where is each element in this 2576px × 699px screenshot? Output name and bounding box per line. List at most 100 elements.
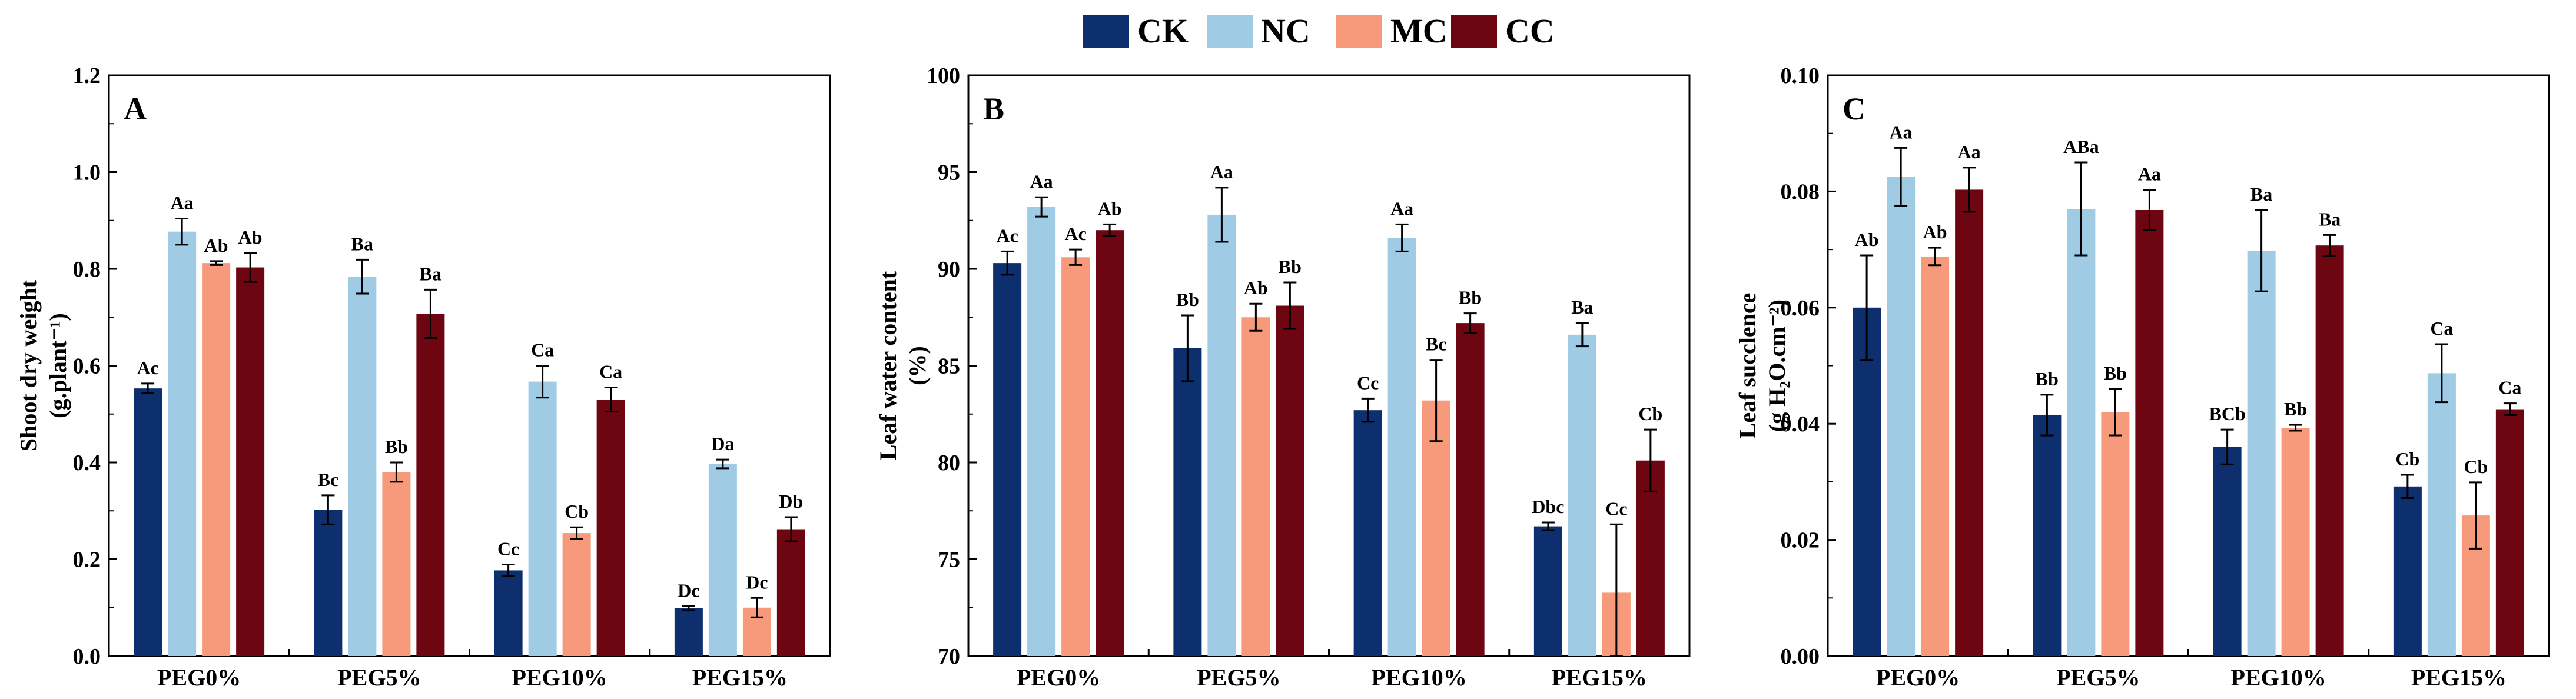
legend-item-mc: MC <box>1336 12 1448 50</box>
chart2-data-label: Ba <box>2250 184 2272 205</box>
chart0-data-label: Ac <box>137 357 158 378</box>
chart0-data-label: Db <box>779 491 803 512</box>
chart0-error-bar <box>682 605 695 611</box>
chart2-ytick-label: 0.00 <box>1781 644 1820 669</box>
chart0-error-bar <box>390 461 403 483</box>
chart2-data-label: Bb <box>2104 362 2127 384</box>
chart2-ytick-label: 0.10 <box>1781 64 1820 88</box>
chart0-bar-ck-2 <box>494 570 523 656</box>
chart1-error-bar <box>1069 248 1083 266</box>
chart1-bar-nc-2 <box>1387 238 1416 656</box>
chart1-bar-mc-2 <box>1422 400 1450 656</box>
chart0-bar-nc-2 <box>528 381 557 656</box>
chart2-error-bar <box>2469 481 2482 550</box>
chart1-data-label: Ac <box>1064 223 1086 244</box>
chart0-error-bar <box>244 252 257 283</box>
chart2-error-bar <box>2040 394 2054 437</box>
chart1-ytick-label: 85 <box>938 354 960 379</box>
chart2-bar-cc-3 <box>2495 409 2524 656</box>
chart1-bar-ck-2 <box>1353 410 1382 656</box>
chart2-xtick-label: PEG15% <box>2411 664 2507 691</box>
chart1-bar-nc-0 <box>1027 207 1056 657</box>
chart1-bar-nc-1 <box>1207 214 1236 656</box>
chart0-data-label: Ab <box>204 235 228 256</box>
chart0-data-label: Ba <box>420 263 441 284</box>
chart2-error-bar <box>2503 402 2517 416</box>
chart1-ytick-label: 95 <box>938 161 960 185</box>
chart0-ytick-label: 0.6 <box>73 354 101 379</box>
legend-label-mc: MC <box>1390 12 1448 50</box>
chart2-error-bar <box>2143 188 2156 232</box>
chart0-bar-mc-2 <box>562 533 591 656</box>
chart1-data-label: Bb <box>1279 256 1302 277</box>
chart2-ytick-label: 0.06 <box>1781 296 1820 321</box>
chart2-error-bar <box>2401 474 2414 500</box>
chart1-error-bar <box>1001 250 1014 276</box>
chart2-data-label: Cb <box>2395 448 2419 470</box>
chart2-error-bar <box>2255 209 2268 292</box>
chart0-panel-label: A <box>124 91 147 127</box>
chart0-error-bar <box>356 258 369 295</box>
chart0-ytick-label: 1.2 <box>73 64 101 88</box>
chart1-bar-mc-1 <box>1241 317 1270 656</box>
chart2-data-label: Ab <box>1923 221 1947 242</box>
chart1-bar-ck-1 <box>1173 348 1202 656</box>
chart0-error-bar <box>321 494 335 525</box>
chart0-error-bar <box>784 516 798 542</box>
chart2-ytick-label: 0.02 <box>1781 528 1820 553</box>
chart2-data-label: ABa <box>2063 136 2099 157</box>
chart0-data-label: Bc <box>318 469 339 490</box>
chart2-data-label: Cb <box>2464 456 2488 477</box>
legend-swatch-cc <box>1451 15 1497 48</box>
chart1-xtick-label: PEG5% <box>1197 664 1280 691</box>
chart0-bar-ck-3 <box>674 608 703 656</box>
chart2-data-label: Bb <box>2036 368 2059 390</box>
chart2-error-bar <box>2109 388 2122 437</box>
chart1-data-label: Aa <box>1030 171 1053 192</box>
chart2-error-bar <box>1928 247 1942 267</box>
chart1-data-label: Aa <box>1390 198 1413 219</box>
chart1-data-label: Bb <box>1459 287 1482 308</box>
chart1-ytick-label: 100 <box>927 64 960 88</box>
chart0-data-label: Aa <box>171 192 194 213</box>
chart0-bar-mc-1 <box>382 472 411 656</box>
chart0-data-label: Cc <box>497 538 519 560</box>
chart1-ytick-label: 70 <box>938 644 960 669</box>
chart0-data-label: Ca <box>531 339 554 361</box>
chart1-bar-cc-2 <box>1456 323 1485 656</box>
chart2-ylabel-line2: (g H₂O.cm⁻²) <box>1764 299 1790 432</box>
chart2-data-label: BCb <box>2209 403 2246 424</box>
chart0-error-bar <box>716 458 729 470</box>
chart1-xtick-label: PEG10% <box>1372 664 1467 691</box>
chart0-data-label: Cb <box>565 501 589 522</box>
chart2-xtick-label: PEG5% <box>2056 664 2140 691</box>
chart1-data-label: Ab <box>1098 198 1122 219</box>
chart1-ylabel-line2: (%) <box>904 346 931 385</box>
chart2-bar-cc-0 <box>1955 189 1984 657</box>
chart1-data-label: Ac <box>996 225 1018 246</box>
chart0-bar-cc-1 <box>416 314 445 656</box>
chart1-data-label: Aa <box>1210 161 1233 182</box>
chart1-error-bar <box>1463 312 1477 334</box>
chart1-ylabel: Leaf water content (%) <box>875 271 931 460</box>
chart2-error-bar <box>2435 343 2448 404</box>
chart2-bar-mc-2 <box>2281 428 2310 656</box>
chart0-bar-nc-1 <box>348 277 377 656</box>
chart0-error-bar <box>536 365 549 399</box>
chart1-ylabel-line1: Leaf water content <box>875 271 901 460</box>
legend-item-cc: CC <box>1451 12 1555 50</box>
chart1-error-bar <box>1429 359 1443 442</box>
chart1-ytick-label: 90 <box>938 257 960 282</box>
chart1-error-bar <box>1361 397 1375 423</box>
legend-swatch-nc <box>1207 15 1253 48</box>
chart2-error-bar <box>1963 167 1976 213</box>
chart0-bar-mc-0 <box>202 263 231 656</box>
chart1-error-bar <box>1575 322 1589 348</box>
chart1-error-bar <box>1249 302 1263 332</box>
chart1-bar-ck-3 <box>1533 526 1562 656</box>
chart2-bar-nc-2 <box>2247 251 2276 657</box>
chart2-bar-ck-2 <box>2213 447 2242 656</box>
chart2-xtick-label: PEG0% <box>1876 664 1960 691</box>
chart0-ylabel-line2: (g.plant⁻¹) <box>45 313 71 418</box>
chart2-data-label: Aa <box>2138 163 2161 184</box>
